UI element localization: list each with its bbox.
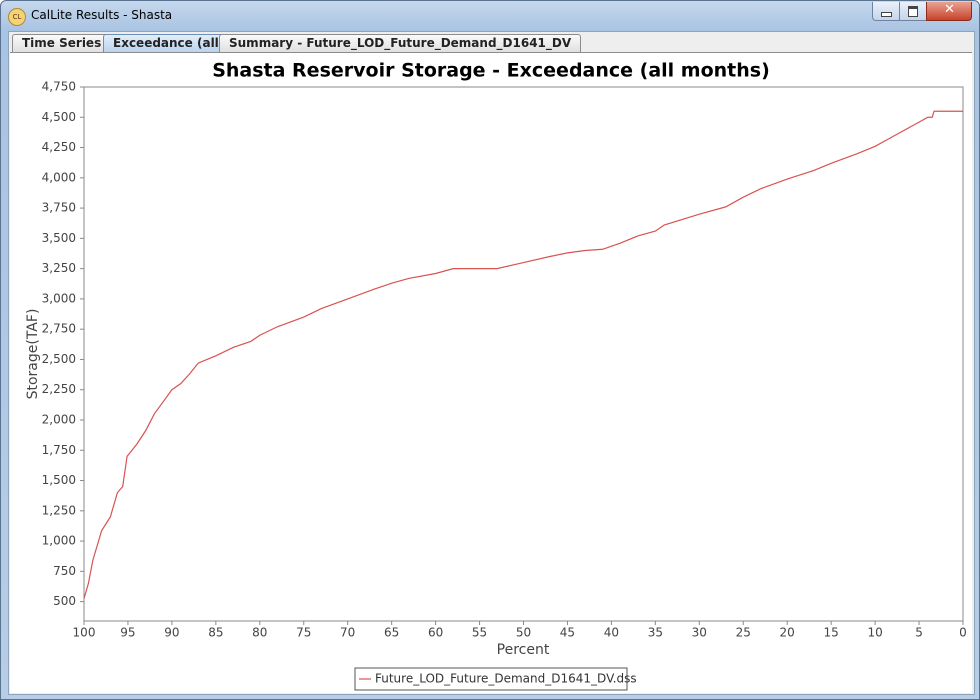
plot-area xyxy=(83,86,964,622)
tab[interactable]: Exceedance (all) xyxy=(103,34,235,52)
y-tick-label: 500 xyxy=(53,594,76,608)
chart-title: Shasta Reservoir Storage - Exceedance (a… xyxy=(212,60,770,82)
legend-label: Future_LOD_Future_Demand_D1641_DV.dss xyxy=(375,672,637,686)
y-tick-label: 4,250 xyxy=(42,140,76,154)
y-tick-label: 2,500 xyxy=(42,352,76,366)
y-tick-label: 2,750 xyxy=(42,322,76,336)
y-tick-label: 4,000 xyxy=(42,170,76,184)
x-tick-label: 90 xyxy=(164,626,179,640)
y-axis-label: Storage(TAF) xyxy=(25,309,41,400)
x-tick-label: 70 xyxy=(340,626,355,640)
chart: Shasta Reservoir Storage - Exceedance (a… xyxy=(25,60,967,691)
x-axis-label: Percent xyxy=(497,642,550,658)
x-tick-label: 30 xyxy=(692,626,707,640)
y-tick-label: 2,250 xyxy=(42,382,76,396)
y-tick-label: 2,000 xyxy=(42,412,76,426)
x-tick-label: 100 xyxy=(73,626,96,640)
window-title: CalLite Results - Shasta xyxy=(31,8,173,22)
y-tick-label: 1,500 xyxy=(42,473,76,487)
x-tick-label: 0 xyxy=(959,626,967,640)
y-tick-label: 3,250 xyxy=(42,261,76,275)
x-tick-label: 40 xyxy=(604,626,619,640)
x-tick-label: 50 xyxy=(516,626,531,640)
x-tick-label: 20 xyxy=(780,626,795,640)
x-tick-label: 65 xyxy=(384,626,399,640)
tab[interactable]: Summary - Future_LOD_Future_Demand_D1641… xyxy=(219,34,582,52)
content: Time Series Exceedance (all) Summary - F… xyxy=(8,31,975,695)
x-tick-label: 60 xyxy=(428,626,443,640)
maximize-button[interactable] xyxy=(899,2,927,21)
y-tick-label: 1,000 xyxy=(42,534,76,548)
y-tick-label: 1,250 xyxy=(42,503,76,517)
x-tick-label: 75 xyxy=(296,626,311,640)
x-tick-label: 85 xyxy=(208,626,223,640)
x-tick-label: 25 xyxy=(736,626,751,640)
minimize-button[interactable] xyxy=(872,2,900,21)
y-tick-label: 750 xyxy=(53,564,76,578)
title-bar: CL CalLite Results - Shasta ✕ xyxy=(1,1,979,31)
app-icon: CL xyxy=(8,8,26,26)
x-tick-label: 45 xyxy=(560,626,575,640)
x-tick-label: 95 xyxy=(120,626,135,640)
x-tick-label: 35 xyxy=(648,626,663,640)
y-tick-label: 4,500 xyxy=(42,110,76,124)
y-tick-label: 1,750 xyxy=(42,443,76,457)
close-button[interactable]: ✕ xyxy=(926,2,972,21)
legend-box xyxy=(354,667,628,691)
x-tick-label: 15 xyxy=(824,626,839,640)
x-tick-label: 55 xyxy=(472,626,487,640)
y-tick-label: 4,750 xyxy=(42,80,76,94)
y-tick-label: 3,500 xyxy=(42,231,76,245)
tab[interactable]: Time Series xyxy=(12,34,112,52)
y-tick-label: 3,750 xyxy=(42,201,76,215)
data-line xyxy=(83,110,963,599)
chart-panel: Shasta Reservoir Storage - Exceedance (a… xyxy=(10,52,972,693)
x-tick-label: 5 xyxy=(915,626,923,640)
y-tick-label: 3,000 xyxy=(42,291,76,305)
x-tick-label: 80 xyxy=(252,626,267,640)
x-tick-label: 10 xyxy=(867,626,882,640)
